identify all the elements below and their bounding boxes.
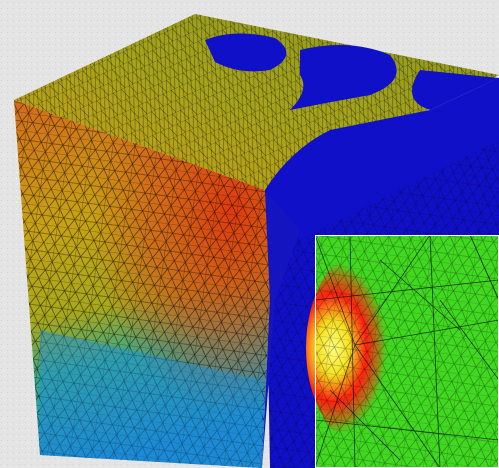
front-edge — [262, 190, 300, 468]
inset — [306, 234, 499, 468]
inset-mesh-fill — [315, 235, 499, 468]
water-patch — [205, 33, 287, 72]
left-face-mesh — [14, 100, 270, 468]
water-patch — [290, 45, 397, 110]
water-edge — [265, 78, 499, 240]
left-face-low — [40, 330, 262, 468]
water-patch — [412, 70, 499, 110]
